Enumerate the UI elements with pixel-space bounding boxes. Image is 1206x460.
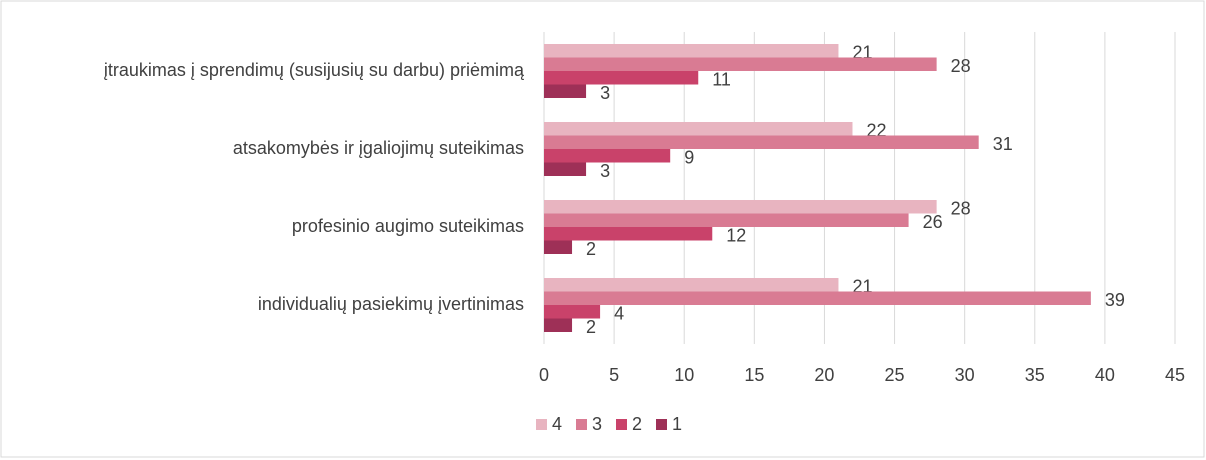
bar [544, 200, 937, 214]
legend-label: 3 [592, 414, 602, 434]
bar [544, 227, 713, 241]
bar [544, 240, 573, 254]
x-tick-label: 10 [674, 365, 694, 385]
data-label: 28 [951, 199, 971, 219]
legend-swatch [576, 419, 587, 430]
data-label: 31 [993, 134, 1013, 154]
bar [544, 305, 601, 319]
data-label: 4 [614, 304, 624, 324]
data-label: 2 [586, 239, 596, 259]
x-tick-label: 35 [1025, 365, 1045, 385]
bar [544, 122, 853, 136]
x-tick-label: 25 [885, 365, 905, 385]
data-label: 2 [586, 317, 596, 337]
bar [544, 44, 839, 58]
data-label: 28 [951, 56, 971, 76]
legend-swatch [656, 419, 667, 430]
x-tick-label: 40 [1095, 365, 1115, 385]
bar [544, 291, 1091, 305]
legend-swatch [616, 419, 627, 430]
y-tick-label: įtraukimas į sprendimų (susijusių su dar… [104, 60, 525, 80]
legend-label: 1 [672, 414, 682, 434]
legend-label: 2 [632, 414, 642, 434]
data-label: 11 [712, 70, 731, 90]
data-label: 3 [600, 161, 610, 181]
bar [544, 135, 979, 149]
y-tick-label: individualių pasiekimų įvertinimas [258, 294, 524, 314]
data-label: 39 [1105, 290, 1125, 310]
data-label: 12 [726, 226, 746, 246]
bar [544, 213, 909, 227]
data-label: 3 [600, 83, 610, 103]
bar [544, 149, 671, 163]
data-label: 9 [684, 148, 694, 168]
x-tick-label: 30 [955, 365, 975, 385]
bar [544, 71, 699, 85]
legend-swatch [536, 419, 547, 430]
x-tick-label: 5 [609, 365, 619, 385]
x-tick-label: 20 [814, 365, 834, 385]
x-tick-label: 15 [744, 365, 764, 385]
legend-label: 4 [552, 414, 562, 434]
bar [544, 84, 587, 98]
bar [544, 162, 587, 176]
y-tick-label: atsakomybės ir įgaliojimų suteikimas [233, 138, 524, 158]
bar [544, 318, 573, 332]
x-tick-label: 0 [539, 365, 549, 385]
data-label: 26 [923, 212, 943, 232]
bar [544, 57, 937, 71]
x-tick-label: 45 [1165, 365, 1185, 385]
bar [544, 278, 839, 292]
y-tick-label: profesinio augimo suteikimas [292, 216, 524, 236]
